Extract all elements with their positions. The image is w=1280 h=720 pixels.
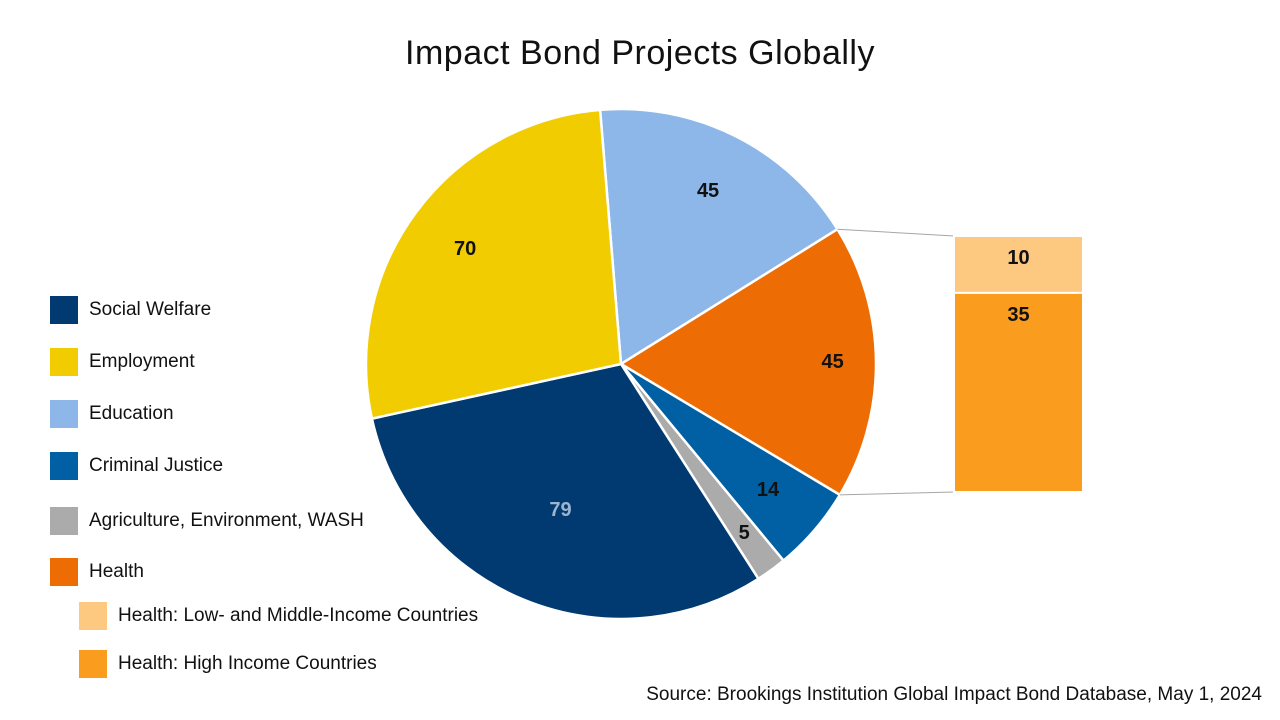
pie-slices (364, 107, 878, 621)
data-label-social-welfare: 79 (549, 499, 571, 521)
legend-item-education: Education (50, 400, 174, 428)
legend-label: Agriculture, Environment, WASH (89, 510, 364, 531)
data-label-employment: 70 (454, 238, 476, 260)
legend-item-health: Health (50, 558, 144, 586)
legend-label: Social Welfare (89, 299, 212, 320)
legend-item-health-hic: Health: High Income Countries (79, 650, 377, 678)
pie-slice-education (598, 107, 839, 366)
legend-swatch (79, 602, 107, 630)
legend-label: Criminal Justice (89, 455, 224, 476)
source-note: Source: Brookings Institution Global Imp… (646, 684, 1262, 705)
data-label-education: 45 (697, 180, 719, 202)
legend-label: Health: Low- and Middle-Income Countries (118, 605, 479, 626)
breakdown-bar (953, 235, 1084, 493)
legend-item-criminal-justice: Criminal Justice (50, 452, 223, 480)
legend-swatch (79, 650, 107, 678)
connector-line-top (837, 228, 955, 237)
pie-slice-employment (364, 108, 623, 420)
breakdown-connectors (837, 228, 955, 496)
legend-item-agriculture: Agriculture, Environment, WASH (50, 507, 364, 535)
legend-label: Health: High Income Countries (118, 653, 377, 674)
data-labels: 45 45 14 5 79 70 10 35 (454, 180, 1030, 544)
legend-item-social-welfare: Social Welfare (50, 296, 211, 324)
legend-swatch (50, 452, 78, 480)
bar-segment-health-low-and-middle-income-countries (953, 235, 1084, 294)
data-label-criminal-justice: 14 (757, 479, 780, 501)
chart-title: Impact Bond Projects Globally (405, 34, 875, 72)
legend-swatch (50, 507, 78, 535)
legend-swatch (50, 558, 78, 586)
legend-item-health-lmic: Health: Low- and Middle-Income Countries (79, 602, 478, 630)
legend-item-employment: Employment (50, 348, 195, 376)
data-label-health-high-income-countries: 35 (1007, 304, 1029, 326)
bar-segment-health-high-income-countries (953, 291, 1084, 493)
pie-slice-health (619, 227, 878, 497)
legend-swatch (50, 400, 78, 428)
data-label-health: 45 (822, 351, 844, 373)
legend-swatch (50, 296, 78, 324)
legend-label: Employment (89, 351, 195, 372)
data-label-agriculture-environment-wash: 5 (739, 522, 750, 544)
legend-swatch (50, 348, 78, 376)
connector-line-bottom (839, 491, 955, 496)
data-label-health-low-and-middle-income-countries: 10 (1007, 247, 1029, 269)
pie-slice-social-welfare (370, 362, 760, 621)
legend-label: Education (89, 403, 174, 424)
legend-label: Health (89, 561, 144, 582)
